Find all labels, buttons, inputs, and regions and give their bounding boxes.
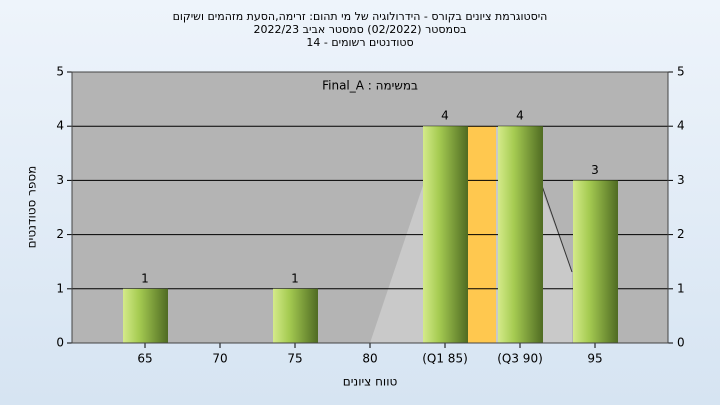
data-label: 4 — [441, 109, 449, 123]
data-label: 1 — [291, 271, 299, 285]
y2-tick-label: 1 — [677, 281, 685, 295]
y-tick-label: 3 — [56, 173, 64, 187]
bar — [273, 288, 318, 343]
chart-subtitle: בסמסטר (02/2022) סמסטר אביב 2022/23 — [253, 23, 466, 36]
y-axis-label: מספר סטודנטים — [25, 166, 39, 249]
y2-tick-label: 4 — [677, 119, 685, 133]
y2-tick-label: 3 — [677, 173, 685, 187]
x-tick-label: 75 — [287, 352, 302, 366]
y-tick-label: 2 — [56, 227, 64, 241]
y2-tick-label: 2 — [677, 227, 685, 241]
plot-frame — [71, 71, 669, 344]
y-tick-label: 1 — [56, 281, 64, 295]
x-tick-label: (Q3 90) — [497, 352, 543, 366]
y2-tick-label: 5 — [677, 65, 685, 79]
y-tick-label: 5 — [56, 65, 64, 79]
bar — [423, 126, 468, 343]
bar — [123, 288, 168, 343]
distribution-line — [539, 179, 573, 273]
data-label: 4 — [516, 109, 524, 123]
y-tick-label: 0 — [56, 336, 64, 350]
bar — [573, 180, 618, 343]
x-tick-label: (Q1 85) — [422, 352, 468, 366]
chart-title: היסטוגרמת ציונים בקורס - הידרולוגיה של מ… — [173, 10, 548, 23]
x-tick-label: 95 — [587, 352, 602, 366]
annotation: במשימה : Final_A — [322, 79, 418, 93]
x-axis-label: טווח ציונים — [343, 375, 398, 389]
x-tick-label: 70 — [212, 352, 227, 366]
x-tick-label: 65 — [137, 352, 152, 366]
data-label: 3 — [591, 163, 599, 177]
bar — [498, 126, 543, 343]
chart-subtitle: סטודנטים רשומים - 14 — [306, 36, 413, 49]
y2-tick-label: 0 — [677, 336, 685, 350]
data-label: 1 — [141, 271, 149, 285]
y-tick-label: 4 — [56, 119, 64, 133]
x-tick-label: 80 — [362, 352, 377, 366]
